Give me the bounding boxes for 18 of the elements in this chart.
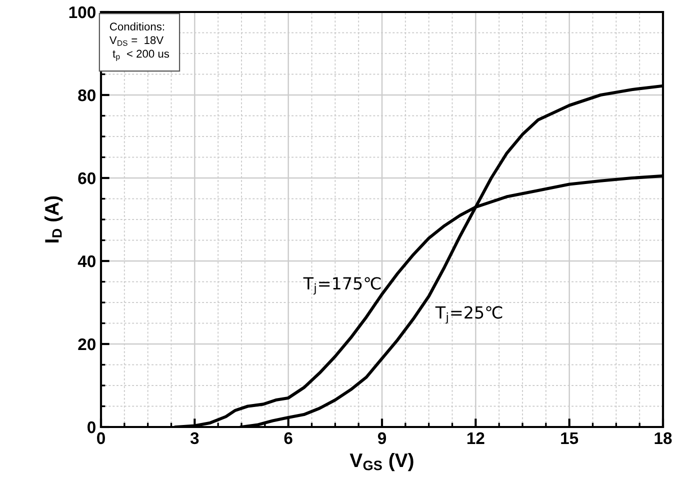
y-axis-title: I$_{D}$ (A) [44,196,63,242]
annotation: T$_{j}$=25℃ [435,306,502,324]
x-tick-label: 9 [378,432,386,444]
y-tick-label: 40 [78,255,96,268]
x-tick-label: 3 [190,432,199,444]
y-tick-label: 80 [78,89,96,102]
x-axis-title: V$_{GS}$ (V) [350,452,414,472]
annotation: T$_{j}$=175℃ [303,277,381,295]
y-tick-label: 100 [69,6,96,18]
y-tick-label: 60 [78,172,96,184]
x-tick-label: 6 [284,432,292,444]
y-tick-label: 0 [88,421,96,434]
x-tick-label: 15 [561,432,578,444]
x-tick-label: 18 [654,432,672,444]
text: Conditions: V$_{DS}$ = 18V t$_{p}$ < 200 us [109,22,170,61]
y-tick-label: 20 [78,338,96,350]
x-tick-label: 12 [467,432,484,444]
x-tick-label: 0 [97,432,105,444]
